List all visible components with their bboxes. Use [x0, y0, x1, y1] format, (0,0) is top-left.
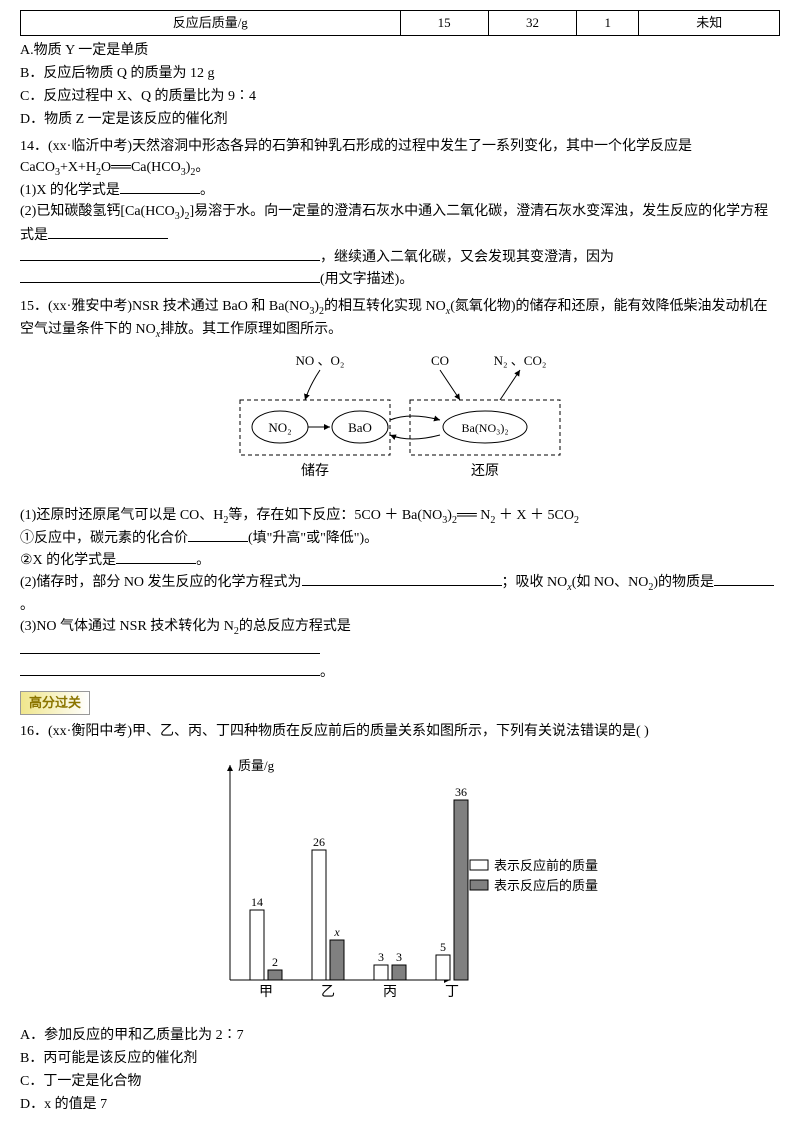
svg-text:乙: 乙: [321, 984, 335, 1000]
q14-p2: (2)已知碳酸氢钙[Ca(HCO3)2]易溶于水。向一定量的澄清石灰水中通入二氧…: [20, 201, 780, 246]
question-15: 15．(xx·雅安中考)NSR 技术通过 BaO 和 Ba(NO3)2的相互转化…: [20, 296, 780, 342]
q15-p1-2: ②X 的化学式是。: [20, 549, 780, 571]
q14-p1: (1)X 的化学式是。: [20, 179, 780, 201]
option-a: A.物质 Y 一定是单质: [20, 40, 780, 61]
svg-text:2: 2: [272, 955, 278, 969]
q15-p3-blank1: [20, 639, 780, 661]
table-cell: 15: [400, 11, 488, 36]
svg-text:36: 36: [455, 785, 467, 799]
svg-text:丁: 丁: [445, 985, 459, 1000]
q14-p2-line3: (用文字描述)。: [20, 268, 780, 290]
option-c: C．反应过程中 X、Q 的质量比为 9∶4: [20, 86, 780, 107]
svg-text:x: x: [333, 925, 340, 939]
section-header: 高分过关: [20, 691, 780, 715]
option-a: A．参加反应的甲和乙质量比为 2∶7: [20, 1025, 780, 1046]
question-14: 14．(xx·临沂中考)天然溶洞中形态各异的石笋和钟乳石形成的过程中发生了一系列…: [20, 136, 780, 180]
option-d: D．x 的值是 7: [20, 1094, 780, 1115]
blank: [188, 527, 248, 542]
table-cell: 32: [488, 11, 576, 36]
table-cell: 1: [577, 11, 639, 36]
node-bao: BaO: [348, 420, 372, 435]
blank: [120, 179, 200, 194]
mass-table: 反应后质量/g 15 32 1 未知: [20, 10, 780, 36]
blank: [20, 268, 320, 283]
blank: [20, 246, 320, 261]
svg-text:表示反应后的质量: 表示反应后的质量: [494, 878, 598, 893]
q14-p2-line2: ，继续通入二氧化碳，又会发现其变澄清，因为: [20, 246, 780, 268]
blank: [116, 549, 196, 564]
svg-text:3: 3: [396, 950, 402, 964]
blank: [20, 661, 320, 676]
q14-stem: 14．(xx·临沂中考)天然溶洞中形态各异的石笋和钟乳石形成的过程中发生了一系列…: [20, 139, 692, 175]
blank: [48, 224, 168, 239]
q15-p1-1: ①反应中，碳元素的化合价(填"升高"或"降低")。: [20, 527, 780, 549]
table-cell: 未知: [639, 11, 780, 36]
svg-text:丙: 丙: [383, 985, 397, 1000]
nsr-diagram: NO 、O₂ CO N₂ 、CO₂ NO₂ BaO Ba(NO₃)₂ 储存 还原: [20, 350, 780, 497]
blank: [302, 571, 502, 586]
blank: [714, 571, 774, 586]
option-b: B．丙可能是该反应的催化剂: [20, 1048, 780, 1069]
label-n2-co2: N₂ 、CO₂: [494, 353, 547, 368]
svg-text:26: 26: [313, 835, 325, 849]
node-no2: NO₂: [268, 420, 291, 435]
svg-text:甲: 甲: [259, 985, 273, 1000]
option-d: D．物质 Z 一定是该反应的催化剂: [20, 109, 780, 130]
question-16: 16．(xx·衡阳中考)甲、乙、丙、丁四种物质在反应前后的质量关系如图所示，下列…: [20, 721, 780, 742]
svg-text:质量/g: 质量/g: [238, 758, 275, 773]
svg-text:14: 14: [251, 895, 263, 909]
svg-text:5: 5: [440, 940, 446, 954]
svg-text:3: 3: [378, 950, 384, 964]
label-store: 储存: [301, 463, 329, 479]
option-c: C．丁一定是化合物: [20, 1071, 780, 1092]
node-bano3: Ba(NO₃)₂: [461, 421, 508, 435]
label-co: CO: [431, 353, 449, 368]
q15-p3-blank2: 。: [20, 661, 780, 683]
option-b: B．反应后物质 Q 的质量为 12 g: [20, 63, 780, 84]
label-reduce: 还原: [471, 463, 499, 479]
label-no-o2: NO 、O₂: [296, 353, 345, 368]
svg-text:表示反应前的质量: 表示反应前的质量: [494, 858, 598, 873]
q15-p2: (2)储存时，部分 NO 发生反应的化学方程式为；吸收 NOx(如 NO、NO2…: [20, 571, 780, 616]
q15-p1: (1)还原时还原尾气可以是 CO、H2等，存在如下反应：5CO ＋ Ba(NO3…: [20, 505, 780, 528]
section-label: 高分过关: [20, 691, 90, 715]
mass-bar-chart: 质量/g 14 2 甲 26 x 乙 33 丙 5 36 丁 表示反应前的质量表示反应后的质量: [20, 750, 780, 1017]
blank: [20, 639, 320, 654]
q15-p3: (3)NO 气体通过 NSR 技术转化为 N2的总反应方程式是: [20, 616, 780, 639]
table-header: 反应后质量/g: [21, 11, 401, 36]
